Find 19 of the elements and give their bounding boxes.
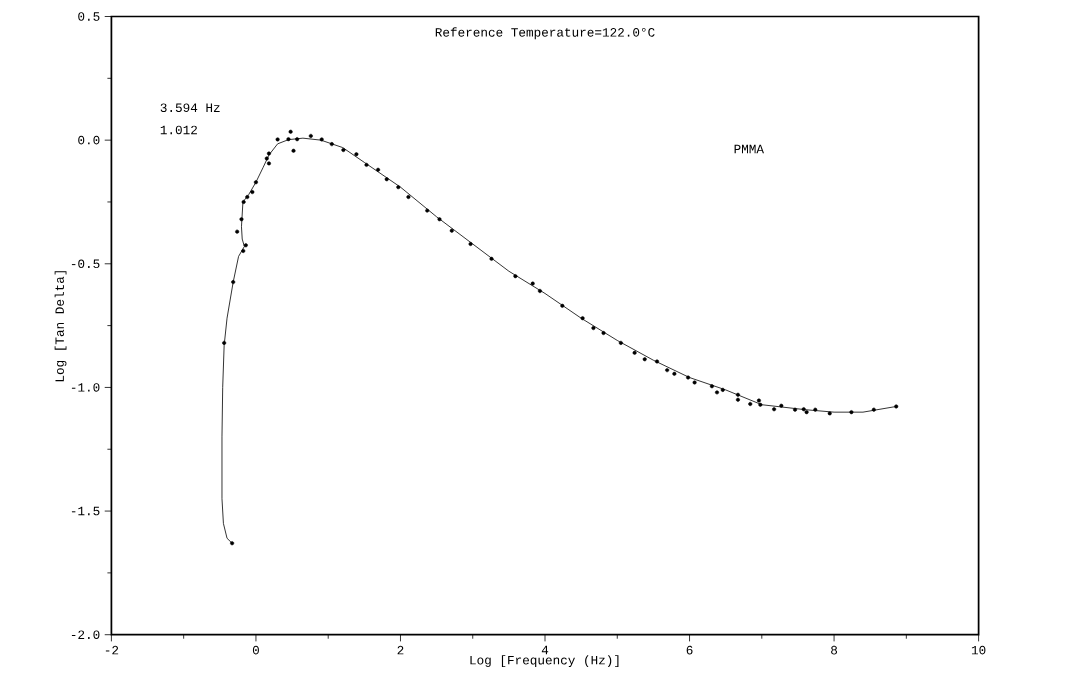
x-tick-label: 6 [686,645,693,655]
annotation: Reference Temperature=122.0°C [435,27,655,40]
y-axis-title: Log [Tan Delta] [54,271,67,382]
x-axis-title: Log [Frequency (Hz)] [470,655,619,667]
y-tick-label: -1.0 [71,383,100,392]
y-tick-label: -0.5 [71,259,100,269]
y-tick-label: -2.0 [71,630,100,640]
annotation: 3.594 Hz [160,103,220,113]
y-tick-label: 0.0 [78,135,100,145]
x-tick-label: 2 [397,645,404,655]
x-tick-label: -2 [105,645,119,655]
x-tick-label: 4 [541,645,549,655]
x-tick-label: 0 [252,645,259,655]
x-tick-label: 8 [831,645,838,655]
y-tick-label: -1.5 [71,506,100,516]
annotation: PMMA [734,144,764,154]
x-tick-label: 10 [971,645,986,655]
annotation: 1.012 [160,125,197,135]
y-tick-label: 0.5 [78,12,100,21]
